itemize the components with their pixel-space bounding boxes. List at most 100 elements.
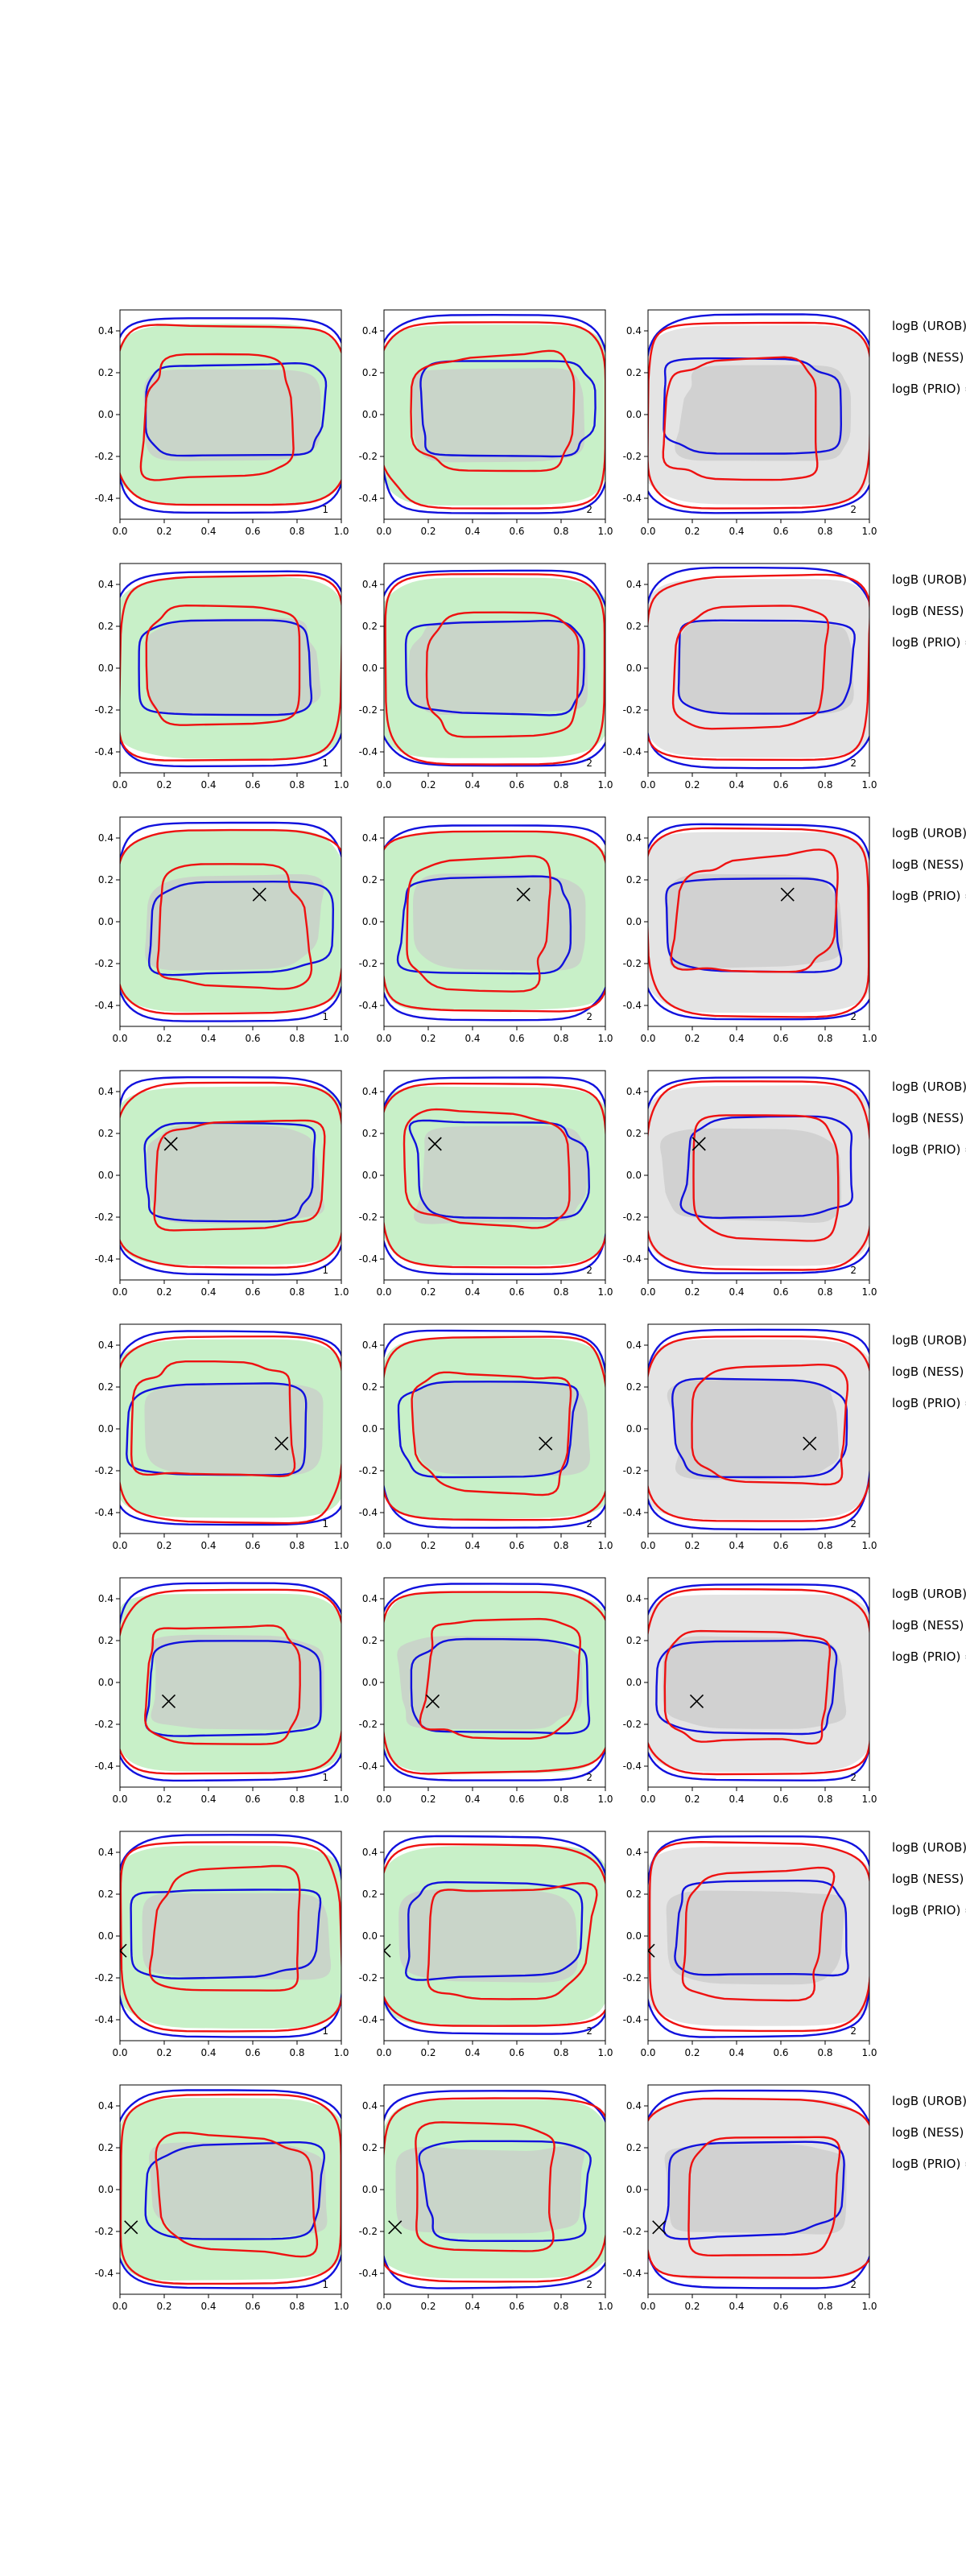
blue-contour-inner <box>655 1639 838 1736</box>
y-tick-label: 0.4 <box>362 325 378 336</box>
y-tick-label: -0.2 <box>359 1719 378 1730</box>
logb-annotation: logB (UROB) = <box>892 1333 966 1348</box>
x-tick-label: 0.6 <box>245 526 260 537</box>
x-tick-label: 0.4 <box>200 1033 216 1044</box>
x-tick-label: 0.4 <box>729 1794 744 1805</box>
y-tick-label: -0.4 <box>359 1000 378 1011</box>
x-tick-label: 1.0 <box>597 526 613 537</box>
panel-index: 1 <box>322 504 328 515</box>
panel-index: 2 <box>850 758 857 769</box>
panel-index: 2 <box>586 2279 592 2290</box>
panel-r8-c1: 0.0 0.2 0.4 0.6 0.8 1.0 0.4 0.2 0.0 -0.2 -0.4 1 <box>95 2084 349 2312</box>
x-tick-label: 0.8 <box>817 779 832 791</box>
panel-r2-c1: 0.0 0.2 0.4 0.6 0.8 1.0 0.4 0.2 0.0 -0.2 -0.4 1 <box>95 563 349 791</box>
x-tick-label: 0.8 <box>553 1794 568 1805</box>
panel-index: 2 <box>586 1772 592 1783</box>
inner-density-region <box>667 1380 840 1480</box>
red-contour-outer <box>648 827 869 1018</box>
y-tick-label: -0.2 <box>95 958 114 969</box>
inner-density-region <box>149 2142 328 2239</box>
panel-index: 1 <box>322 758 328 769</box>
logb-annotation: logB (PRIO) = <box>892 382 966 396</box>
panel-r5-c2: 0.0 0.2 0.4 0.6 0.8 1.0 0.4 0.2 0.0 -0.2 -0.4 2 <box>359 1323 613 1551</box>
x-tick-label: 0.4 <box>464 1033 480 1044</box>
blue-contour-inner <box>147 880 335 976</box>
y-tick-label: -0.4 <box>95 1000 114 1011</box>
marker-x <box>124 2220 138 2235</box>
marker-x <box>161 1694 176 1708</box>
blue-contour-inner <box>130 1889 322 1979</box>
y-tick-label: 0.2 <box>626 874 642 886</box>
logb-annotation: logB (PRIO) = <box>892 1903 966 1918</box>
x-tick-label: 1.0 <box>597 2047 613 2058</box>
y-tick-label: -0.2 <box>359 958 378 969</box>
x-tick-label: 0.2 <box>156 1540 171 1551</box>
y-tick-label: -0.2 <box>359 1465 378 1476</box>
logb-annotation: logB (PRIO) = <box>892 1649 966 1664</box>
red-contour-inner <box>402 1108 571 1229</box>
x-tick-label: 0.2 <box>420 526 436 537</box>
panel-plot-area <box>648 1583 869 1781</box>
blue-contour-outer <box>120 1834 341 2038</box>
blue-contour-inner <box>396 875 572 975</box>
blue-contour-outer <box>648 2089 869 2289</box>
inner-density-region <box>664 873 843 970</box>
x-tick-label: 0.0 <box>640 1033 655 1044</box>
x-tick-label: 0.6 <box>509 779 524 791</box>
blue-contour-inner <box>410 1637 591 1735</box>
y-tick-label: 0.0 <box>626 1423 642 1435</box>
y-tick-label: -0.4 <box>623 2014 642 2025</box>
blue-contour-outer <box>648 313 869 514</box>
marker-x <box>516 887 530 902</box>
y-tick-label: 0.0 <box>98 1930 114 1942</box>
x-tick-label: 0.4 <box>464 1286 480 1298</box>
x-tick-label: 0.2 <box>156 1286 171 1298</box>
y-tick-label: 0.0 <box>362 1930 378 1942</box>
blue-contour-inner <box>671 1377 848 1479</box>
x-tick-label: 0.8 <box>289 1540 304 1551</box>
panel-r3-c2: 0.0 0.2 0.4 0.6 0.8 1.0 0.4 0.2 0.0 -0.2 -0.4 2 <box>359 816 613 1044</box>
panel-r4-c3: 0.0 0.2 0.4 0.6 0.8 1.0 0.4 0.2 0.0 -0.2 -0.4 2 <box>623 1070 877 1298</box>
x-tick-label: 0.4 <box>729 1540 744 1551</box>
x-tick-label: 0.4 <box>200 2047 216 2058</box>
panel-plot-area <box>120 821 341 1022</box>
blue-contour-inner <box>144 1640 322 1737</box>
panel-plot-area <box>120 570 341 768</box>
y-tick-label: 0.0 <box>626 409 642 420</box>
y-tick-label: 0.2 <box>98 621 114 632</box>
panel-index: 2 <box>850 1265 857 1276</box>
x-tick-label: 1.0 <box>333 2301 349 2312</box>
panel-plot-area <box>384 1835 605 2035</box>
y-tick-label: -0.2 <box>623 958 642 969</box>
red-contour-outer <box>648 1335 869 1522</box>
x-tick-label: 0.2 <box>684 1794 700 1805</box>
x-tick-label: 0.6 <box>245 1033 260 1044</box>
blue-contour-inner <box>408 1119 591 1220</box>
blue-contour-inner <box>677 619 856 715</box>
y-tick-label: 0.4 <box>362 2100 378 2112</box>
y-tick-label: 0.0 <box>98 2184 114 2195</box>
x-tick-label: 0.8 <box>553 779 568 791</box>
logb-annotation: logB (NESS) = <box>892 1111 966 1125</box>
x-tick-label: 0.4 <box>464 526 480 537</box>
panel-plot-area <box>120 1582 341 1782</box>
x-tick-label: 0.4 <box>464 1794 480 1805</box>
inner-density-region <box>413 873 586 971</box>
x-tick-label: 0.2 <box>156 2047 171 2058</box>
panel-index: 1 <box>322 1772 328 1783</box>
x-tick-label: 1.0 <box>861 1540 877 1551</box>
panel-r6-c2: 0.0 0.2 0.4 0.6 0.8 1.0 0.4 0.2 0.0 -0.2 -0.4 2 <box>359 1577 613 1805</box>
x-tick-label: 1.0 <box>861 2047 877 2058</box>
panel-index: 2 <box>850 1518 857 1530</box>
y-tick-label: 0.4 <box>626 832 642 844</box>
y-tick-label: 0.4 <box>362 1847 378 1858</box>
marker-x <box>252 887 266 902</box>
red-contour-outer <box>120 1081 341 1269</box>
x-tick-label: 0.6 <box>509 1794 524 1805</box>
x-tick-label: 0.4 <box>729 1033 744 1044</box>
x-tick-label: 0.8 <box>817 1033 832 1044</box>
blue-contour-outer <box>384 569 605 767</box>
marker-x <box>539 1436 553 1451</box>
panel-plot-area <box>648 2089 869 2289</box>
x-tick-label: 0.2 <box>684 2047 700 2058</box>
